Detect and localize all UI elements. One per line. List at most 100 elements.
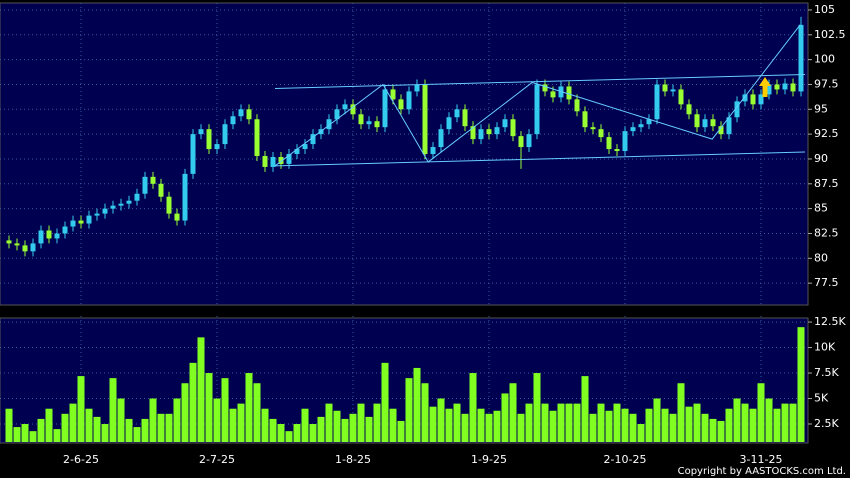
candle-body: [662, 84, 668, 92]
candle-body: [302, 144, 308, 150]
candle-body: [174, 213, 180, 221]
candle-body: [150, 176, 156, 184]
volume-bar: [213, 398, 221, 442]
candle-body: [686, 104, 692, 115]
candle-body: [54, 233, 60, 239]
candle-body: [718, 126, 724, 135]
x-tick-label: 2-10-25: [604, 453, 647, 466]
candle-body: [278, 156, 284, 164]
volume-bar: [317, 416, 325, 442]
candle-body: [86, 215, 92, 224]
volume-bar: [517, 413, 525, 442]
volume-bar: [333, 410, 341, 442]
candle-body: [294, 149, 300, 155]
volume-bar: [773, 408, 781, 442]
y-tick-label: 90: [814, 152, 828, 165]
candle-body: [590, 127, 596, 130]
volume-bar: [165, 413, 173, 442]
candle-body: [190, 134, 196, 174]
candle-body: [22, 245, 28, 252]
volume-bar: [37, 418, 45, 442]
volume-bar: [181, 383, 189, 442]
candle-body: [14, 243, 20, 246]
candle-body: [158, 183, 164, 197]
volume-bar: [557, 403, 565, 442]
candle-body: [566, 86, 572, 100]
candle-body: [638, 124, 644, 128]
volume-bar: [125, 418, 133, 442]
candle-body: [254, 119, 260, 156]
volume-bar: [709, 418, 717, 442]
candle-body: [518, 136, 524, 148]
y-tick-label: 82.5: [814, 226, 839, 239]
candle-body: [182, 173, 188, 221]
volume-bar: [229, 408, 237, 442]
x-tick-label: 1-9-25: [471, 453, 507, 466]
candle-body: [486, 129, 492, 135]
volume-bar: [653, 398, 661, 442]
trend-line: [274, 151, 806, 167]
candle-body: [126, 200, 132, 204]
volume-bar: [605, 410, 613, 442]
volume-bar: [405, 378, 413, 442]
candle-body: [134, 193, 140, 201]
volume-bar: [525, 403, 533, 442]
candle-body: [534, 84, 540, 135]
volume-bar: [789, 403, 797, 442]
candle-body: [30, 243, 36, 252]
volume-bar: [141, 418, 149, 442]
volume-bar: [69, 403, 77, 442]
volume-bar: [237, 403, 245, 442]
trend-line: [274, 24, 801, 167]
y-tick-label: 80: [814, 251, 828, 264]
volume-bar: [221, 378, 229, 442]
volume-bar: [101, 424, 109, 442]
candle-body: [222, 124, 228, 145]
volume-bar: [149, 398, 157, 442]
candle-body: [382, 89, 388, 128]
candle-body: [606, 137, 612, 150]
candle-body: [334, 109, 340, 120]
y-tick-label: 2.5K: [814, 417, 839, 430]
volume-bar: [157, 413, 165, 442]
candle-body: [214, 144, 220, 150]
candle-body: [622, 131, 628, 152]
candle-body: [790, 83, 796, 92]
candle-body: [406, 91, 412, 110]
candle-body: [758, 94, 764, 105]
volume-bar: [293, 424, 301, 442]
volume-bar: [29, 431, 37, 442]
volume-bar: [85, 408, 93, 442]
candle-body: [110, 205, 116, 209]
volume-bar: [477, 408, 485, 442]
volume-bar: [677, 383, 685, 442]
candle-body: [230, 116, 236, 125]
candle-body: [238, 109, 244, 117]
y-tick-label: 85: [814, 202, 828, 215]
volume-bar: [765, 398, 773, 442]
volume-bar: [365, 416, 373, 442]
y-tick-label: 87.5: [814, 177, 839, 190]
volume-bar: [741, 403, 749, 442]
y-tick-label: 95: [814, 102, 828, 115]
volume-bar: [429, 406, 437, 442]
candle-body: [446, 117, 452, 130]
candle-body: [542, 84, 548, 92]
volume-bar: [781, 403, 789, 442]
candle-body: [462, 109, 468, 127]
price-panel: [0, 2, 809, 306]
candle-body: [550, 91, 556, 98]
volume-bar: [109, 378, 117, 442]
candle-body: [582, 111, 588, 128]
volume-bar: [341, 418, 349, 442]
volume-bar: [669, 413, 677, 442]
volume-bar: [77, 376, 85, 442]
candle-body: [750, 94, 756, 105]
candle-body: [62, 226, 68, 234]
candle-body: [726, 117, 732, 135]
volume-bar: [797, 327, 805, 442]
volume-bar: [5, 408, 13, 442]
candle-body: [422, 84, 428, 155]
y-tick-label: 97.5: [814, 77, 839, 90]
candle-body: [286, 154, 292, 164]
